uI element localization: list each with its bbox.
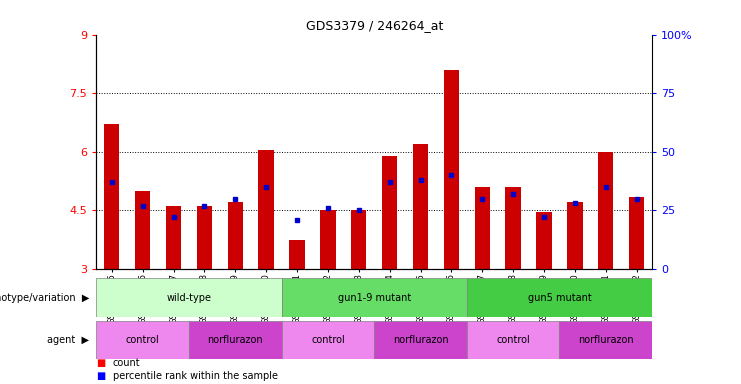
Bar bbox=[282, 278, 467, 317]
Bar bbox=[413, 144, 428, 269]
Bar bbox=[320, 210, 336, 269]
Bar bbox=[374, 321, 467, 359]
Text: control: control bbox=[496, 335, 530, 345]
Text: ■: ■ bbox=[96, 371, 105, 381]
Bar bbox=[444, 70, 459, 269]
Bar bbox=[96, 321, 189, 359]
Bar bbox=[474, 187, 490, 269]
Text: ■: ■ bbox=[96, 358, 105, 368]
Text: norflurazon: norflurazon bbox=[578, 335, 634, 345]
Text: wild-type: wild-type bbox=[167, 293, 211, 303]
Bar bbox=[559, 321, 652, 359]
Bar bbox=[505, 187, 521, 269]
Bar bbox=[189, 321, 282, 359]
Bar bbox=[259, 150, 274, 269]
Bar bbox=[567, 202, 582, 269]
Text: norflurazon: norflurazon bbox=[207, 335, 263, 345]
Text: percentile rank within the sample: percentile rank within the sample bbox=[113, 371, 278, 381]
Bar bbox=[282, 321, 374, 359]
Bar bbox=[382, 156, 397, 269]
Text: count: count bbox=[113, 358, 140, 368]
Text: norflurazon: norflurazon bbox=[393, 335, 448, 345]
Title: GDS3379 / 246264_at: GDS3379 / 246264_at bbox=[305, 19, 443, 32]
Bar bbox=[536, 212, 552, 269]
Bar bbox=[96, 278, 282, 317]
Text: gun1-9 mutant: gun1-9 mutant bbox=[338, 293, 411, 303]
Text: agent  ▶: agent ▶ bbox=[47, 335, 89, 345]
Bar bbox=[629, 197, 645, 269]
Bar bbox=[135, 191, 150, 269]
Bar bbox=[196, 206, 212, 269]
Bar bbox=[289, 240, 305, 269]
Text: control: control bbox=[311, 335, 345, 345]
Text: gun5 mutant: gun5 mutant bbox=[528, 293, 591, 303]
Bar bbox=[598, 152, 614, 269]
Bar bbox=[104, 124, 119, 269]
Bar bbox=[166, 206, 182, 269]
Text: control: control bbox=[126, 335, 159, 345]
Text: genotype/variation  ▶: genotype/variation ▶ bbox=[0, 293, 89, 303]
Bar bbox=[227, 202, 243, 269]
Bar bbox=[351, 210, 367, 269]
Bar bbox=[467, 278, 652, 317]
Bar bbox=[467, 321, 559, 359]
